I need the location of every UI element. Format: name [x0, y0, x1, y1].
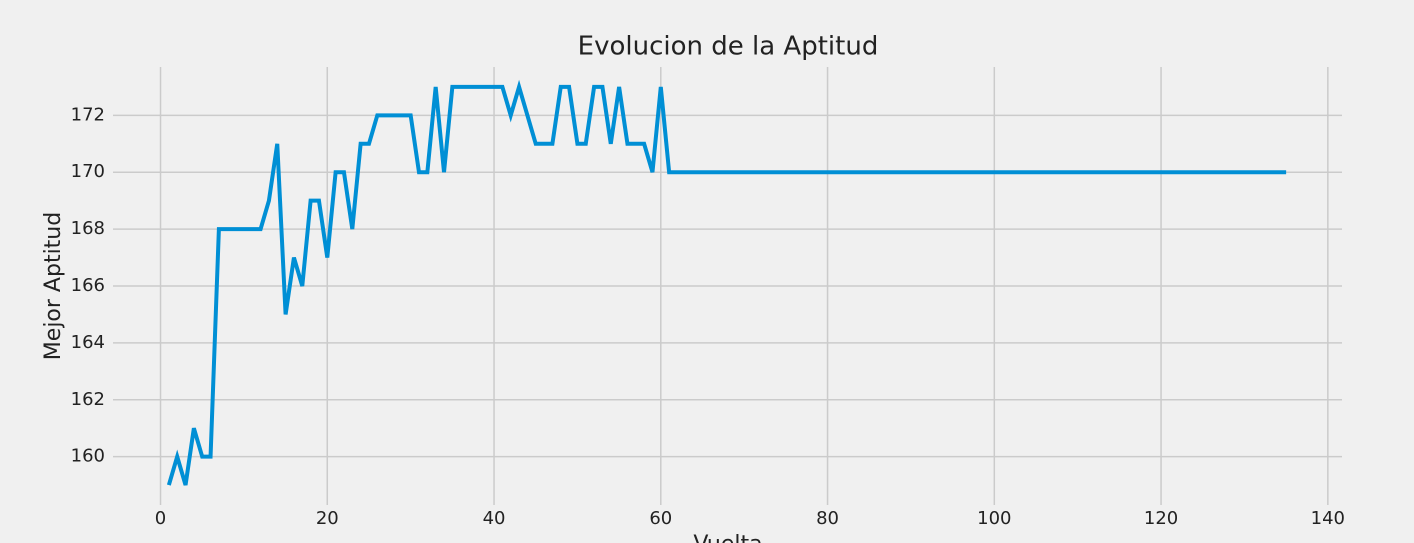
x-tick-label: 40 [483, 508, 506, 529]
chart-title: Evolucion de la Aptitud [578, 32, 879, 62]
y-tick-label: 172 [71, 104, 105, 125]
y-tick-label: 168 [71, 218, 105, 239]
x-tick-label: 100 [977, 508, 1011, 529]
x-tick-label: 120 [1144, 508, 1178, 529]
line-series [166, 79, 1287, 486]
x-tick-label: 80 [816, 508, 839, 529]
y-tick-label: 166 [71, 275, 105, 296]
y-tick-label: 160 [71, 446, 105, 467]
x-tick-label: 20 [316, 508, 339, 529]
y-tick-label: 162 [71, 389, 105, 410]
y-axis-label: Mejor Aptitud [41, 212, 66, 360]
x-tick-label: 140 [1311, 508, 1345, 529]
x-axis-label: Vuelta [693, 532, 762, 543]
y-tick-label: 164 [71, 332, 105, 353]
x-tick-label: 0 [155, 508, 166, 529]
x-tick-label: 60 [649, 508, 672, 529]
y-tick-label: 170 [71, 161, 105, 182]
